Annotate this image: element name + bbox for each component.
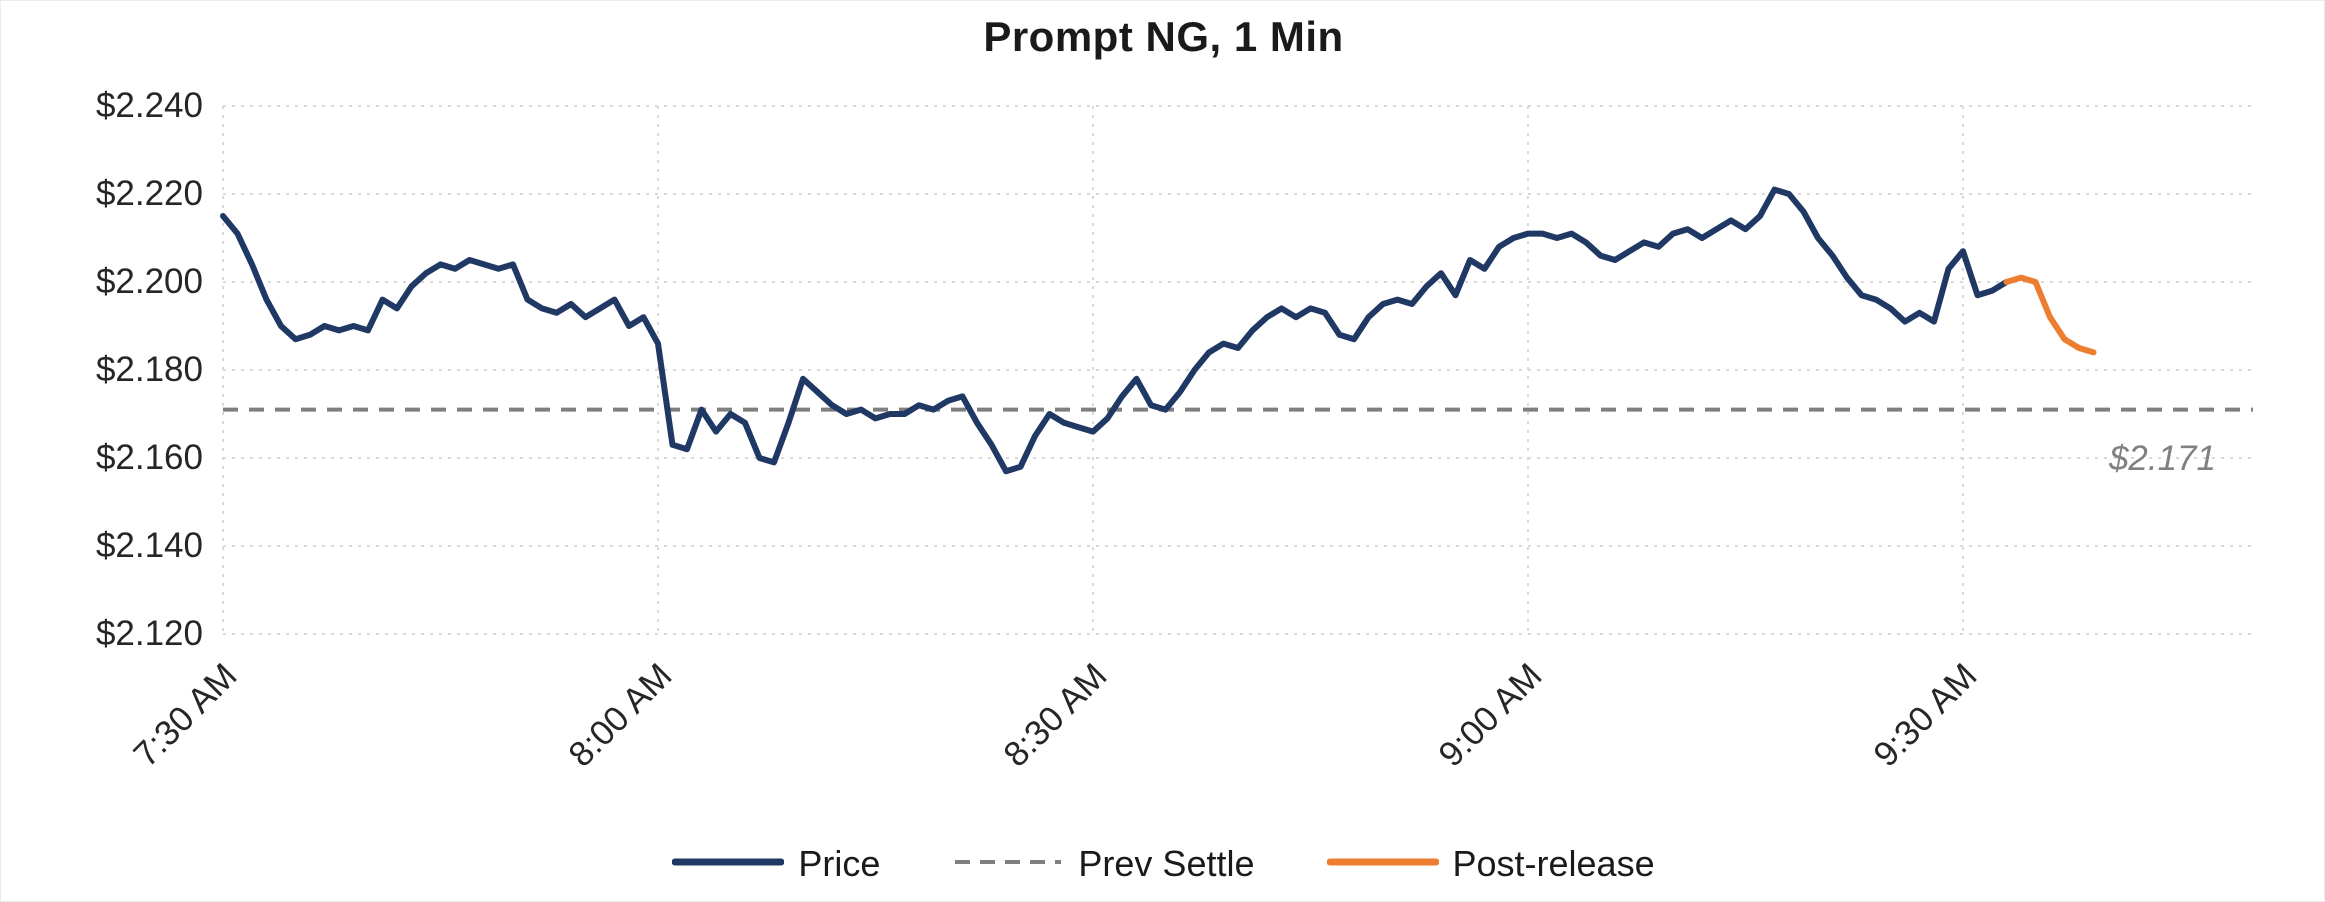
y-tick-label: $2.140	[95, 526, 203, 565]
y-tick-label: $2.240	[95, 86, 203, 125]
legend-item-price: Price	[671, 843, 881, 885]
legend: Price Prev Settle Post-release	[1, 843, 2325, 885]
price-line	[220, 186, 2010, 475]
post-release-line-swatch	[1326, 855, 1439, 873]
price-line-swatch	[671, 855, 785, 873]
chart-title: Prompt NG, 1 Min	[983, 13, 1344, 60]
y-tick-label: $2.200	[95, 262, 203, 301]
legend-label-prev-settle: Prev Settle	[1078, 843, 1255, 884]
y-tick-label: $2.220	[95, 174, 203, 213]
y-tick-label: $2.120	[95, 614, 203, 653]
legend-item-post-release: Post-release	[1326, 843, 1655, 885]
post-release-line	[2003, 274, 2097, 356]
y-tick-label: $2.180	[95, 350, 203, 389]
y-tick-label: $2.160	[95, 438, 203, 477]
prev-settle-value-label: $2.171	[2108, 439, 2216, 478]
legend-label-price: Price	[798, 843, 881, 884]
legend-item-prev-settle: Prev Settle	[952, 843, 1255, 885]
prev-settle-line-swatch	[952, 855, 1064, 873]
legend-label-post-release: Post-release	[1452, 843, 1655, 884]
